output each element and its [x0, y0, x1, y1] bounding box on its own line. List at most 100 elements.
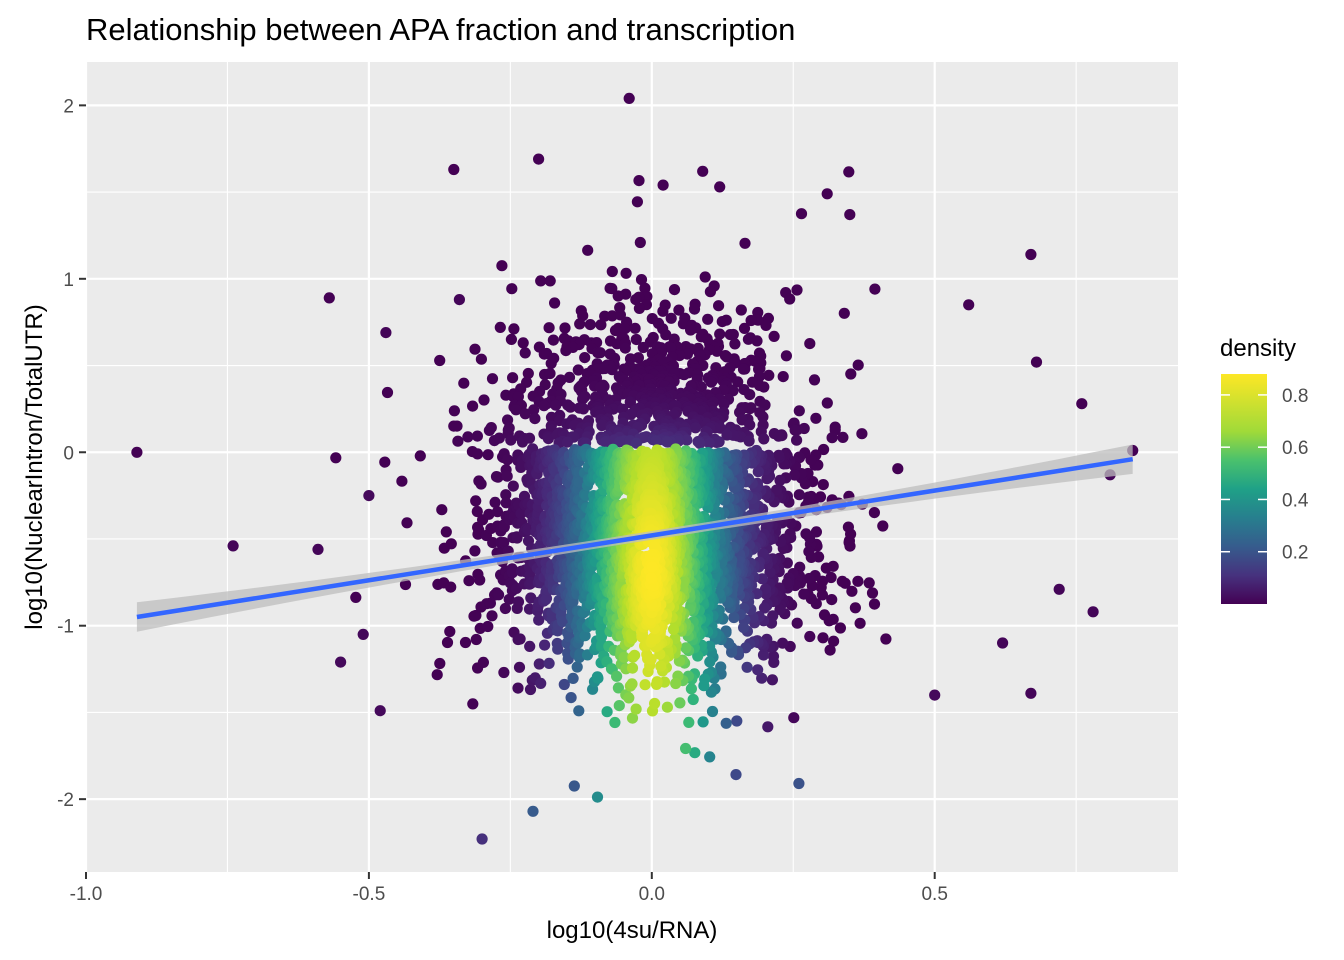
outlier-point: [821, 188, 833, 200]
data-point: [856, 428, 868, 440]
data-point: [609, 324, 622, 337]
outlier-point: [380, 327, 392, 339]
x-tick-label: 0.5: [921, 884, 947, 905]
data-point: [579, 352, 591, 364]
x-axis: -1.0 -0.5 0.0 0.5: [70, 872, 948, 905]
data-point: [533, 614, 545, 626]
data-point: [810, 412, 822, 424]
data-point: [770, 484, 783, 496]
data-point: [522, 367, 534, 380]
data-point: [469, 343, 481, 355]
data-point: [471, 448, 484, 460]
outlier-point: [1053, 583, 1065, 595]
data-point: [774, 604, 786, 616]
data-point: [471, 505, 483, 518]
data-point: [499, 602, 511, 615]
data-point: [505, 333, 517, 345]
data-point: [445, 581, 457, 593]
data-point: [517, 337, 529, 349]
data-point: [842, 521, 855, 533]
data-point: [727, 385, 739, 397]
data-point: [552, 643, 564, 655]
data-point: [752, 664, 764, 676]
data-point: [665, 342, 677, 354]
data-point: [781, 577, 793, 589]
data-point: [544, 275, 556, 287]
data-point: [657, 305, 669, 317]
data-point: [491, 506, 504, 518]
data-point: [630, 333, 642, 346]
data-point: [704, 286, 717, 298]
data-point: [629, 322, 641, 334]
data-point: [545, 357, 557, 369]
data-point: [558, 678, 570, 691]
data-point: [744, 389, 756, 401]
legend-tick-label: 0.6: [1282, 438, 1308, 459]
data-point: [738, 622, 750, 634]
data-point: [741, 661, 753, 673]
data-point: [721, 351, 733, 363]
outlier-point: [1025, 687, 1037, 699]
outlier-point: [453, 294, 465, 306]
data-point: [561, 436, 574, 448]
outlier-point: [312, 543, 324, 556]
data-point: [763, 369, 775, 381]
data-point: [577, 393, 589, 405]
data-point: [512, 596, 525, 608]
data-point: [634, 236, 646, 249]
data-point: [798, 588, 810, 600]
data-point: [880, 633, 892, 645]
data-point: [892, 463, 904, 475]
data-point: [396, 475, 408, 487]
data-point: [673, 304, 685, 316]
data-point: [655, 660, 667, 672]
y-tick-label: 1: [63, 270, 74, 291]
trend-line-group: [136, 444, 1134, 632]
data-point: [573, 705, 585, 717]
data-point: [574, 318, 586, 330]
data-point: [768, 330, 780, 342]
data-point: [567, 672, 579, 685]
data-point: [800, 528, 812, 540]
data-point: [791, 617, 803, 629]
legend-title: density: [1220, 335, 1296, 362]
data-point: [595, 631, 608, 643]
data-point: [698, 680, 710, 692]
data-point: [729, 338, 741, 350]
data-point: [699, 271, 711, 283]
data-point: [611, 338, 623, 350]
data-point: [629, 649, 641, 661]
data-point: [565, 692, 577, 704]
data-point: [715, 661, 727, 673]
data-point: [330, 452, 342, 464]
data-point: [614, 436, 626, 448]
data-point: [483, 424, 495, 436]
data-point: [500, 489, 512, 501]
data-point: [611, 670, 623, 682]
data-point: [826, 432, 838, 444]
data-point: [757, 411, 769, 423]
data-point: [515, 507, 527, 520]
outlier-point: [131, 446, 143, 458]
data-point: [746, 376, 759, 388]
y-tick-label: -1: [57, 617, 74, 638]
data-point: [540, 592, 553, 605]
data-point: [559, 322, 571, 334]
data-point: [579, 630, 591, 642]
data-point: [784, 293, 796, 305]
data-point: [846, 585, 858, 597]
data-point: [639, 679, 651, 691]
data-point: [601, 706, 613, 718]
data-point: [687, 693, 699, 706]
data-point: [535, 677, 547, 690]
data-point: [804, 630, 816, 643]
y-axis-label: log10(NuclearIntron/TotalUTR): [21, 304, 48, 629]
data-point: [630, 294, 642, 306]
data-point: [498, 537, 510, 549]
data-point: [689, 422, 702, 434]
data-point: [539, 639, 551, 651]
outlier-point: [363, 490, 375, 502]
data-point: [845, 368, 857, 380]
data-point: [756, 672, 768, 684]
data-point: [592, 672, 604, 684]
